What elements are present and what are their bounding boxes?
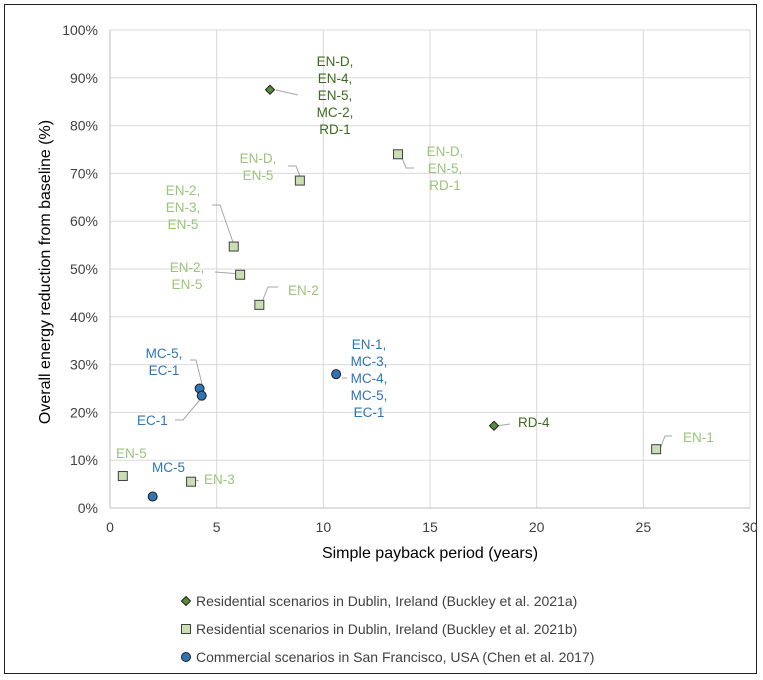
data-label-line: EC-1 (137, 413, 168, 428)
data-point-square (254, 299, 265, 310)
data-label-line: RD-1 (429, 178, 461, 193)
data-label-line: EN-2, (166, 183, 201, 198)
y-tick-label: 70% (70, 165, 98, 181)
data-label: EN-1 (683, 430, 714, 445)
leader-lines (175, 89, 672, 482)
y-axis-title: Overall energy reduction from baseline (… (37, 120, 54, 424)
data-label-line: EN-3 (204, 472, 235, 487)
x-tick-label: 0 (106, 519, 114, 535)
data-label-line: EN-5 (116, 446, 147, 461)
data-label-line: EN-4, (318, 71, 353, 86)
x-tick-label: 15 (422, 519, 438, 535)
data-label-line: EN-5, (318, 88, 353, 103)
y-tick-label: 50% (70, 261, 98, 277)
data-label-line: EC-1 (354, 405, 385, 420)
data-label: EN-2 (288, 283, 319, 298)
axes: 0% 10% 20% 30% 40% 50% 60% 70% 80% 90% 100% 0 5 10 15 2… (62, 22, 758, 535)
data-label: EN-5 (116, 446, 147, 461)
data-label-line: EN-5 (168, 217, 199, 232)
y-tick-label: 80% (70, 118, 98, 134)
data-label-line: EN-2, (170, 260, 205, 275)
data-label: EN-1, MC-3, MC-4, MC-5, EC-1 (351, 337, 388, 420)
data-label-line: EN-5 (172, 277, 203, 292)
data-label: EN-D, EN-5, RD-1 (427, 144, 464, 193)
data-label-line: EN-D, (240, 151, 277, 166)
data-label: RD-4 (518, 415, 550, 430)
data-label-line: RD-1 (319, 122, 351, 137)
data-label-line: MC-3, (351, 354, 388, 369)
legend: Residential scenarios in Dublin, Ireland… (180, 593, 594, 665)
data-label-line: EN-1 (683, 430, 714, 445)
data-label-line: MC-4, (351, 371, 388, 386)
data-label: EN-2, EN-3, EN-5 (166, 183, 201, 232)
y-tick-label: 20% (70, 404, 98, 420)
leader-line (659, 435, 672, 450)
y-tick-label: 30% (70, 357, 98, 373)
data-point-square (235, 269, 246, 280)
data-label-line: EN-D, (427, 144, 464, 159)
data-point-square (393, 149, 403, 160)
data-point-circle (331, 369, 342, 380)
x-tick-label: 10 (316, 519, 332, 535)
data-label: EN-2, EN-5 (170, 260, 205, 292)
data-label: EC-1 (137, 413, 168, 428)
data-label-line: EN-D, (317, 54, 354, 69)
data-label-line: MC-5, (351, 388, 388, 403)
y-tick-label: 0% (78, 500, 98, 516)
data-label-line: EN-5, (428, 161, 463, 176)
y-tick-label: 60% (70, 213, 98, 229)
data-point-square (186, 476, 197, 487)
leader-line (190, 359, 203, 385)
data-point-circle (196, 390, 207, 401)
legend-entry-label: Commercial scenarios in San Francisco, U… (196, 649, 594, 665)
data-point-square (117, 470, 128, 481)
leader-line (261, 286, 278, 303)
y-tick-label: 40% (70, 309, 98, 325)
y-tick-label: 90% (70, 70, 98, 86)
y-tick-label: 100% (62, 22, 98, 38)
leader-line (400, 154, 414, 169)
data-label-line: EN-1, (352, 337, 387, 352)
chart-frame (4, 4, 757, 674)
data-label-line: EN-2 (288, 283, 319, 298)
y-tick-label: 10% (70, 452, 98, 468)
legend-marker-square (181, 624, 191, 634)
data-label-line: MC-5 (152, 460, 185, 475)
x-axis-title: Simple payback period (years) (322, 545, 538, 562)
leader-line (288, 165, 302, 180)
gridlines (109, 29, 751, 509)
leader-line (175, 395, 204, 421)
legend-entry-label: Residential scenarios in Dublin, Ireland… (196, 593, 577, 609)
data-label: EN-D, EN-4, EN-5, MC-2, RD-1 (317, 54, 354, 137)
x-tick-label: 5 (213, 519, 221, 535)
x-tick-label: 20 (529, 519, 545, 535)
leader-line (275, 89, 299, 96)
data-label-line: EC-1 (149, 363, 180, 378)
legend-marker-diamond (180, 595, 192, 607)
legend-entry-label: Residential scenarios in Dublin, Ireland… (196, 621, 577, 637)
data-label-line: MC-2, (317, 105, 354, 120)
data-label: MC-5 (152, 460, 185, 475)
data-label-line: RD-4 (518, 415, 550, 430)
point-labels: EN-D, EN-4, EN-5, MC-2, RD-1 RD-4 EN-D, EN-5, RD… (116, 54, 714, 487)
data-points (117, 84, 662, 502)
x-tick-label: 30 (742, 519, 758, 535)
data-point-circle (147, 491, 158, 502)
data-point-diamond (264, 84, 276, 95)
data-point-square (228, 241, 239, 252)
legend-marker-circle (181, 652, 191, 662)
data-point-square (651, 444, 662, 455)
x-tick-label: 25 (636, 519, 652, 535)
data-label-line: EN-3, (166, 200, 201, 215)
data-point-square (294, 175, 305, 186)
data-label-line: EN-5 (243, 168, 274, 183)
data-label: MC-5, EC-1 (146, 346, 183, 378)
data-label: EN-3 (204, 472, 235, 487)
leader-line (212, 204, 235, 246)
data-point-diamond (488, 420, 500, 431)
data-label-line: MC-5, (146, 346, 183, 361)
data-label: EN-D, EN-5 (240, 151, 277, 183)
